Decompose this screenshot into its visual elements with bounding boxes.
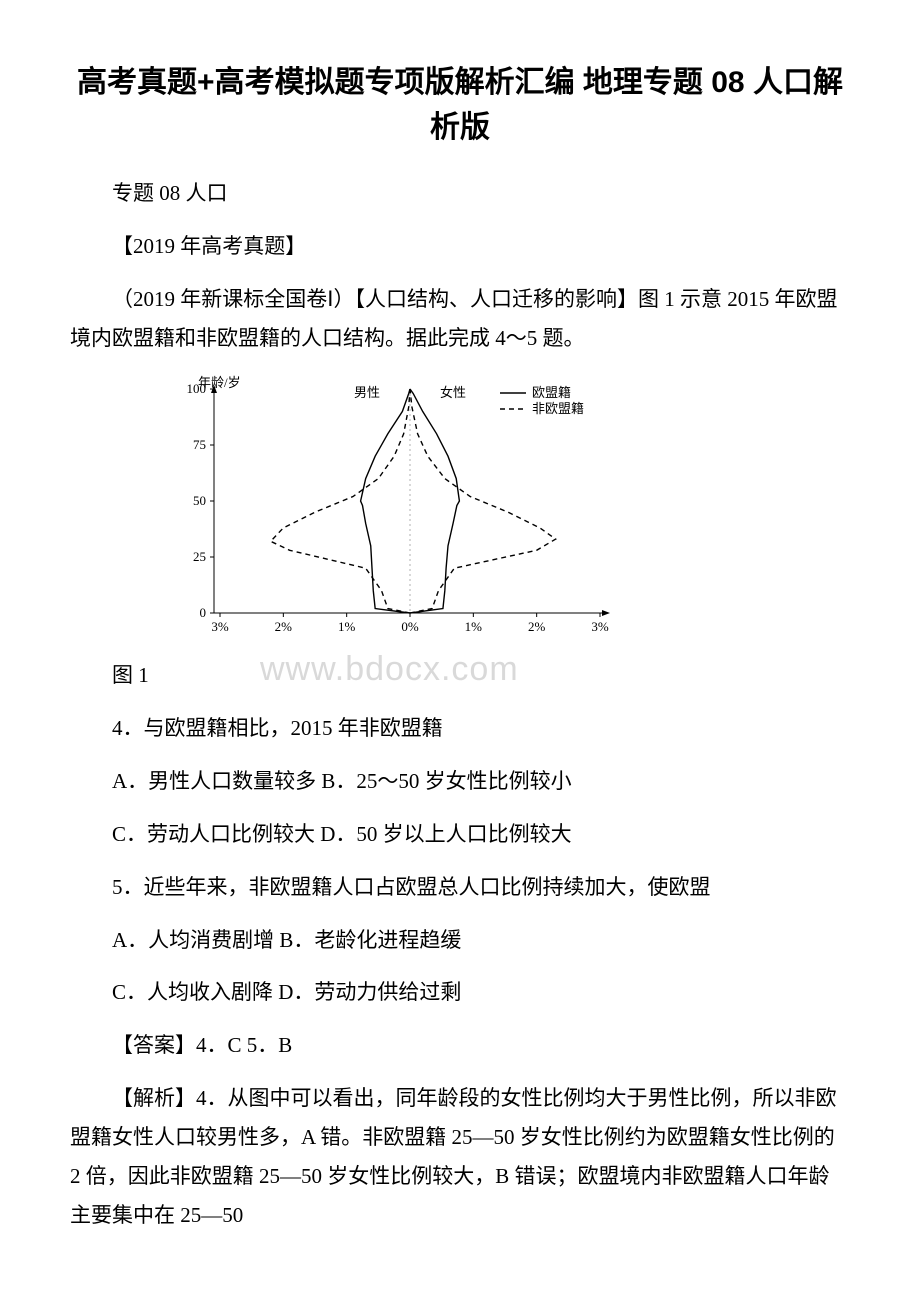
q4-stem: 4．与欧盟籍相比，2015 年非欧盟籍	[70, 709, 850, 748]
q5-options-ab: A．人均消费剧增 B．老龄化进程趋缓	[70, 921, 850, 960]
svg-text:25: 25	[193, 549, 206, 564]
section-header: 【2019 年高考真题】	[70, 227, 850, 266]
svg-text:1%: 1%	[338, 619, 356, 634]
population-pyramid-chart: 年龄/岁02550751003%2%1%0%1%2%3%男性女性欧盟籍非欧盟籍	[160, 371, 850, 646]
svg-text:男性: 男性	[354, 385, 380, 400]
subtitle: 专题 08 人口	[70, 174, 850, 213]
q4-options-cd: C．劳动人口比例较大 D．50 岁以上人口比例较大	[70, 815, 850, 854]
q5-stem: 5．近些年来，非欧盟籍人口占欧盟总人口比例持续加大，使欧盟	[70, 868, 850, 907]
svg-text:1%: 1%	[465, 619, 483, 634]
svg-text:2%: 2%	[528, 619, 546, 634]
svg-text:3%: 3%	[211, 619, 229, 634]
svg-text:欧盟籍: 欧盟籍	[532, 385, 571, 400]
svg-text:女性: 女性	[440, 385, 466, 400]
svg-text:75: 75	[193, 437, 206, 452]
q5-options-cd: C．人均收入剧降 D．劳动力供给过剩	[70, 973, 850, 1012]
svg-text:0%: 0%	[401, 619, 419, 634]
document-title: 高考真题+高考模拟题专项版解析汇编 地理专题 08 人口解析版	[70, 60, 850, 150]
explanation: 【解析】4．从图中可以看出，同年龄段的女性比例均大于男性比例，所以非欧盟籍女性人…	[70, 1079, 850, 1234]
svg-text:50: 50	[193, 493, 206, 508]
svg-text:3%: 3%	[591, 619, 609, 634]
question-intro: （2019 年新课标全国卷Ⅰ）【人口结构、人口迁移的影响】图 1 示意 2015…	[70, 280, 850, 358]
svg-text:2%: 2%	[275, 619, 293, 634]
figure-label: 图 1	[70, 656, 850, 695]
answer-line: 【答案】4．C 5．B	[70, 1026, 850, 1065]
svg-text:非欧盟籍: 非欧盟籍	[532, 401, 584, 416]
svg-text:100: 100	[187, 381, 207, 396]
q4-options-ab: A．男性人口数量较多 B．25～50 岁女性比例较小	[70, 762, 850, 801]
svg-text:0: 0	[200, 605, 207, 620]
